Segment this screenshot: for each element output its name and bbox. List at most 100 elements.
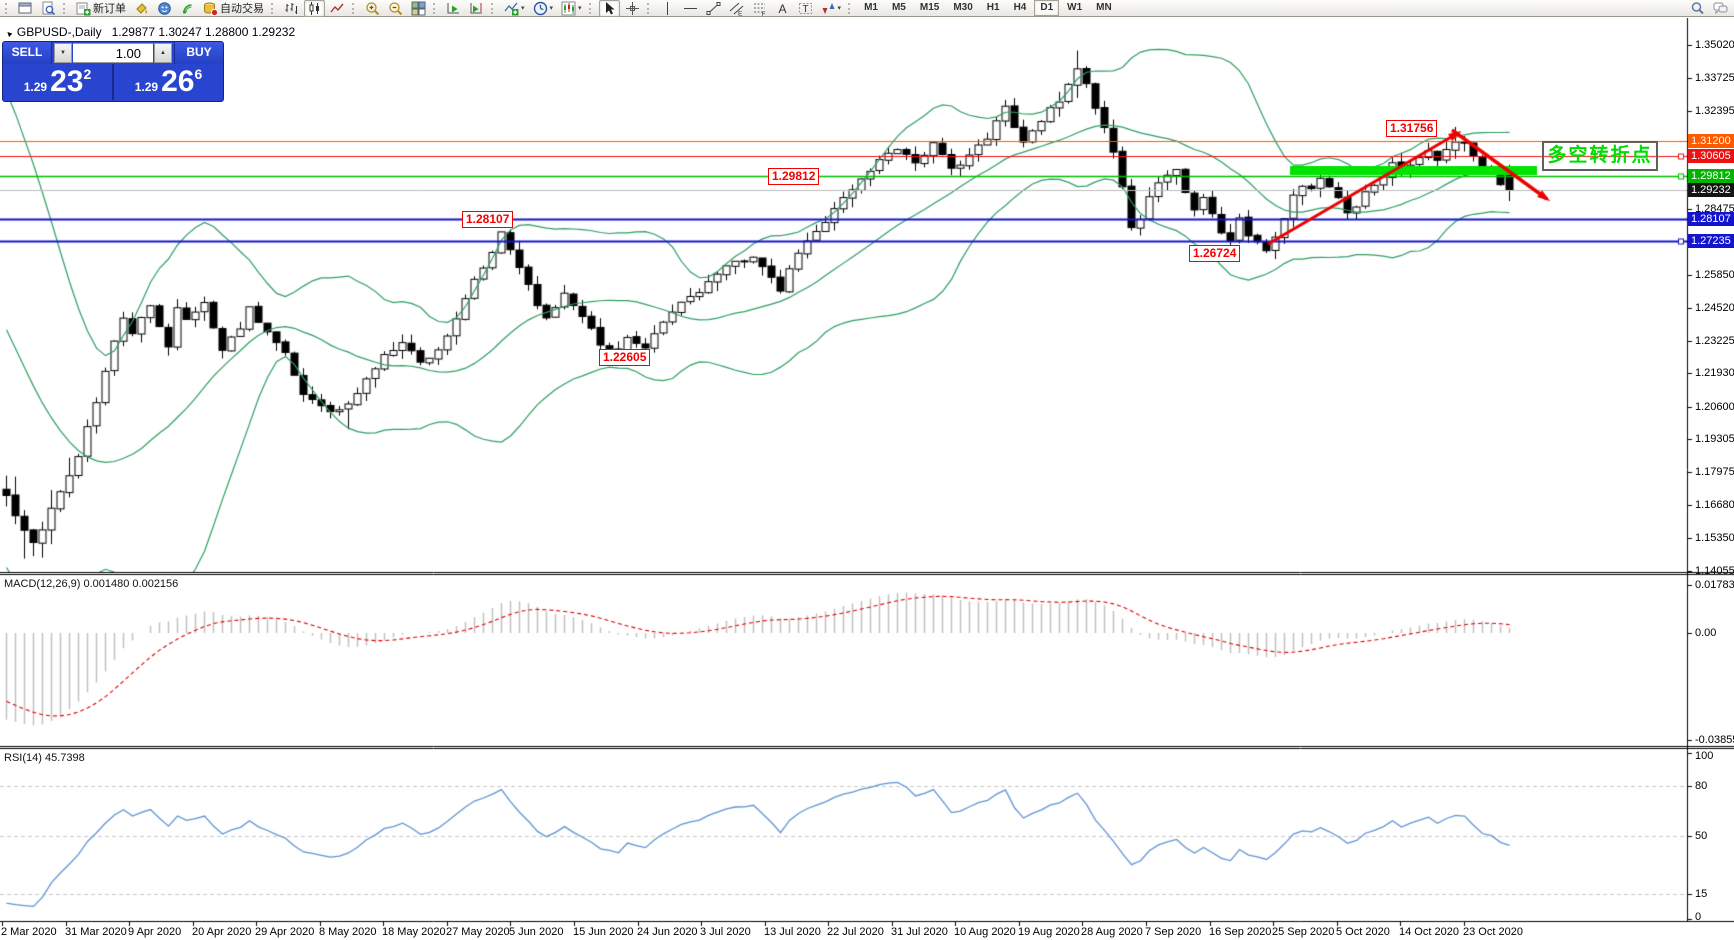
date-axis-label: 20 Apr 2020 xyxy=(192,926,252,938)
templates-button[interactable]: ▾ xyxy=(558,0,585,17)
price-annotation[interactable]: 1.29812 xyxy=(768,168,820,185)
styles-button[interactable] xyxy=(131,0,152,17)
price-axis-tick: 1.32395 xyxy=(1695,105,1734,117)
indicators-dropdown-caret[interactable]: ▾ xyxy=(521,4,525,12)
chart-shift-button[interactable] xyxy=(466,0,487,17)
date-axis-label: 14 Oct 2020 xyxy=(1399,926,1459,938)
linechart-icon xyxy=(330,3,344,12)
price-axis-tick: 1.24520 xyxy=(1695,302,1734,314)
timeframe-m15-button[interactable]: M15 xyxy=(919,2,940,13)
timeframe-h4-button[interactable]: H4 xyxy=(1013,2,1027,13)
buy-price[interactable]: 1.29 26 6 xyxy=(114,64,223,100)
macd-axis-tick: 0.00 xyxy=(1695,627,1717,639)
symbol-search-button[interactable] xyxy=(38,0,59,17)
timeframe-h1-button[interactable]: H1 xyxy=(986,2,1000,13)
periods-dropdown-caret[interactable]: ▾ xyxy=(549,4,554,12)
toolbar-group-grip[interactable] xyxy=(491,2,496,14)
community-button[interactable] xyxy=(154,0,175,17)
price-annotation[interactable]: 1.28107 xyxy=(462,211,514,228)
volume-input[interactable]: 1.00 xyxy=(73,43,153,63)
sell-button[interactable]: SELL xyxy=(3,42,52,64)
date-axis-label: 2 Mar 2020 xyxy=(1,926,57,938)
vertical-line-button[interactable] xyxy=(657,0,678,17)
toolbar-group-grip[interactable] xyxy=(271,2,276,14)
date-axis-label: 16 Sep 2020 xyxy=(1209,926,1272,938)
toolbar-group-grip[interactable] xyxy=(352,2,357,14)
cursor-button[interactable] xyxy=(598,0,620,17)
timeframe-m5-button[interactable]: M5 xyxy=(891,2,906,13)
fibonacci-retracement-button[interactable]: F xyxy=(749,0,770,17)
periods-button[interactable]: ▾ xyxy=(530,0,557,17)
search-button[interactable] xyxy=(1687,0,1708,17)
toolbar-group-grip[interactable] xyxy=(433,2,438,14)
date-axis-label: 25 Sep 2020 xyxy=(1272,926,1335,938)
buy-button[interactable]: BUY xyxy=(174,42,223,64)
arrow-objects-button[interactable]: ▾ xyxy=(818,0,845,17)
price-axis-tag: 1.30605 xyxy=(1688,149,1734,163)
auto-scroll-button[interactable] xyxy=(443,0,464,17)
candlestick-mode-button[interactable] xyxy=(304,0,325,17)
buy-price-pip: 6 xyxy=(194,66,203,82)
line-chart-mode-button[interactable] xyxy=(327,0,348,17)
price-axis-tick: 1.14055 xyxy=(1695,565,1734,577)
horizontal-line-button[interactable] xyxy=(680,0,701,17)
date-axis-label: 27 May 2020 xyxy=(446,926,510,938)
rsi-indicator-label: RSI(14) 45.7398 xyxy=(4,752,85,764)
tile-windows-button[interactable] xyxy=(408,0,429,17)
text-label-button[interactable]: T xyxy=(795,0,816,17)
crosshair-button[interactable] xyxy=(622,0,643,17)
date-axis-label: 23 Oct 2020 xyxy=(1463,926,1523,938)
arrow-objects-dropdown-caret[interactable]: ▾ xyxy=(837,4,842,12)
sell-price[interactable]: 1.29 23 2 xyxy=(3,64,114,100)
indicators-button[interactable]: ▾ xyxy=(501,0,528,17)
macd-axis-tick: 0.017833 xyxy=(1695,579,1734,591)
zoom-in-button[interactable] xyxy=(362,0,383,17)
timeframe-mn-button[interactable]: MN xyxy=(1096,2,1112,13)
collapse-triangle-icon[interactable]: ▲ xyxy=(2,27,15,40)
svg-text:E: E xyxy=(738,10,743,16)
timeframe-w1-button[interactable]: W1 xyxy=(1067,2,1083,13)
rsi-axis-tick: 50 xyxy=(1695,830,1708,842)
price-axis-tag: 1.29232 xyxy=(1688,183,1734,197)
timeframe-m1-button[interactable]: M1 xyxy=(864,2,878,13)
equidistant-channel-button[interactable]: E xyxy=(726,0,747,17)
auto-trading-button[interactable]: 自动交易 xyxy=(200,0,267,17)
date-axis-label: 31 Mar 2020 xyxy=(65,926,127,938)
zoom-out-button[interactable] xyxy=(385,0,406,17)
bar-chart-mode-button[interactable] xyxy=(281,0,302,17)
channel-icon: E xyxy=(729,2,743,16)
charts-panel-button[interactable] xyxy=(15,0,36,17)
volume-decrease-button[interactable]: ▼ xyxy=(54,43,72,63)
order-icon xyxy=(76,2,91,15)
toolbar-group-grip[interactable] xyxy=(646,2,652,14)
toolbar-group-grip[interactable] xyxy=(5,2,10,14)
note-annotation[interactable]: 多空转折点 xyxy=(1542,141,1658,171)
zoom-out-icon xyxy=(389,1,403,15)
text-button[interactable]: A xyxy=(772,0,793,17)
price-annotation[interactable]: 1.26724 xyxy=(1189,245,1241,262)
date-axis-label: 19 Aug 2020 xyxy=(1018,926,1080,938)
shift-icon xyxy=(470,2,482,13)
price-axis-tag: 1.27235 xyxy=(1688,234,1734,248)
signals-button[interactable] xyxy=(177,0,198,17)
chart-canvas[interactable] xyxy=(0,18,1734,940)
toolbar-group-grip[interactable] xyxy=(848,2,853,14)
svg-text:T: T xyxy=(802,4,808,15)
templates-dropdown-caret[interactable]: ▾ xyxy=(578,4,582,12)
price-axis-tick: 1.23225 xyxy=(1695,335,1734,347)
price-axis-tick: 1.25850 xyxy=(1695,269,1734,281)
chat-button[interactable] xyxy=(1710,0,1731,17)
autotrade-icon xyxy=(204,2,218,16)
price-annotation[interactable]: 1.31756 xyxy=(1386,120,1438,137)
shapes-icon xyxy=(822,2,835,14)
price-annotation[interactable]: 1.22605 xyxy=(599,349,651,366)
svg-text:A: A xyxy=(778,2,786,16)
trendline-button[interactable] xyxy=(703,0,724,17)
toolbar-group-grip[interactable] xyxy=(63,2,68,14)
timeframe-d1-button[interactable]: D1 xyxy=(1034,0,1060,16)
timeframe-m30-button[interactable]: M30 xyxy=(953,2,973,13)
toolbar: 新订单 自动交易 ▾ ▾ ▾ E F A T ▾ M1 M5 M15 M30 H1 H4 D1 W1 MN xyxy=(0,0,1734,17)
toolbar-group-grip[interactable] xyxy=(588,2,594,14)
volume-increase-button[interactable]: ▲ xyxy=(154,43,172,63)
new-order-button[interactable]: 新订单 xyxy=(73,0,129,17)
